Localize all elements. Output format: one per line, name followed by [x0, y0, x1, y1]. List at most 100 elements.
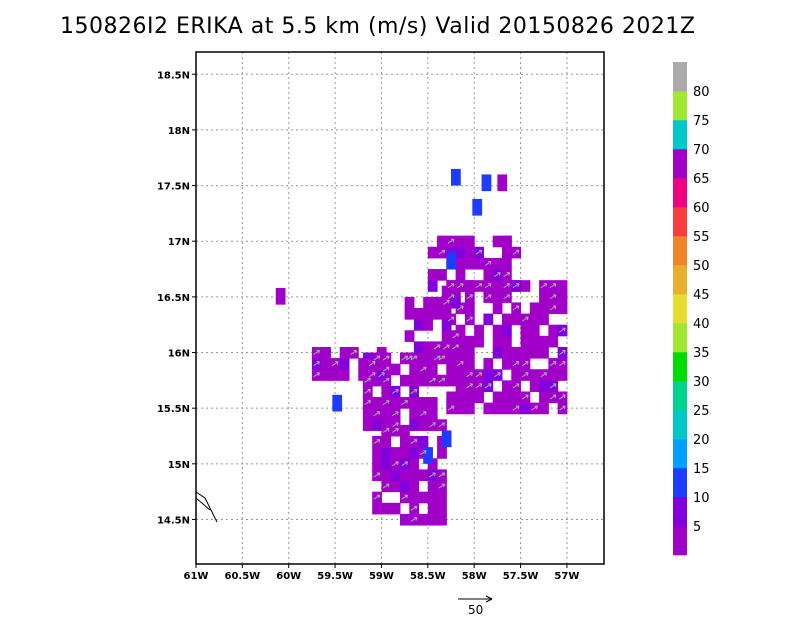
wind-cell	[520, 346, 531, 359]
wind-cell	[474, 257, 484, 270]
colorbar-label: 15	[693, 462, 710, 477]
wind-cell	[339, 358, 350, 370]
wind-cell	[381, 385, 392, 398]
wind-cell	[520, 335, 531, 348]
colorbar-label: 35	[693, 346, 710, 361]
plot-frame	[195, 51, 605, 565]
wind-cell	[511, 313, 522, 326]
wind-cell	[502, 257, 512, 270]
wind-cell	[511, 346, 522, 359]
wind-cell	[441, 430, 452, 448]
wind-cell	[390, 502, 401, 515]
wind-cell	[400, 374, 410, 387]
wind-vector	[401, 355, 409, 361]
wind-cell	[539, 313, 549, 326]
wind-vector	[331, 361, 339, 367]
wind-vector	[401, 461, 409, 467]
wind-vector	[401, 494, 409, 500]
x-tick-label: 59.5W	[317, 571, 353, 582]
wind-vector	[558, 361, 566, 367]
wind-cell	[492, 257, 503, 270]
colorbar-swatch	[673, 526, 687, 556]
colorbar-swatch	[673, 352, 687, 382]
wind-vector	[429, 422, 436, 428]
wind-vector	[378, 372, 385, 378]
colorbar-swatch	[673, 468, 687, 498]
wind-cell	[492, 335, 503, 348]
colorbar-label: 65	[693, 172, 710, 187]
wind-vector	[368, 361, 376, 367]
wind-cell	[548, 324, 559, 337]
wind-vector	[521, 372, 529, 378]
wind-vector	[410, 505, 418, 511]
colorbar-label: 30	[693, 375, 710, 390]
wind-cell	[539, 302, 549, 315]
wind-cell	[409, 408, 420, 420]
x-tick-label: 57W	[554, 571, 579, 582]
wind-cell	[330, 369, 341, 381]
x-tick-label: 60W	[276, 571, 301, 582]
wind-cell	[432, 296, 443, 309]
wind-cell	[400, 469, 410, 482]
wind-cell	[481, 174, 492, 192]
wind-cell	[427, 280, 438, 292]
wind-vector	[419, 411, 427, 417]
wind-cell	[423, 447, 433, 464]
wind-cell	[483, 358, 494, 370]
wind-cell	[372, 447, 382, 459]
wind-cell	[427, 502, 438, 515]
wind-cell	[427, 458, 438, 470]
wind-vector	[549, 283, 557, 289]
y-tick-label: 14.5N	[157, 515, 190, 526]
wind-vector	[438, 472, 446, 478]
wind-cell	[432, 308, 443, 320]
wind-cell	[455, 257, 466, 270]
wind-vector	[558, 405, 566, 411]
colorbar-label: 10	[693, 491, 710, 506]
wind-vector	[484, 294, 492, 300]
wind-cell	[497, 174, 508, 192]
wind-cell	[539, 380, 549, 392]
wind-cell	[502, 358, 512, 370]
wind-vector	[456, 283, 464, 289]
wind-cell	[358, 369, 369, 381]
wind-cell	[539, 346, 549, 359]
wind-cell	[455, 380, 466, 392]
wind-cell	[390, 363, 401, 376]
wind-vector	[549, 294, 557, 300]
wind-vector	[364, 388, 372, 394]
colorbar-swatch	[673, 265, 687, 295]
wind-cell	[472, 198, 483, 216]
wind-vector	[429, 377, 436, 383]
wind-cell	[464, 358, 475, 370]
wind-cell	[409, 397, 420, 409]
wind-cell	[381, 502, 392, 515]
wind-cell	[437, 491, 447, 504]
wind-cell	[339, 346, 350, 359]
wind-cell	[557, 291, 568, 303]
wind-vector	[368, 372, 376, 378]
wind-cell	[381, 436, 392, 448]
wind-vector	[531, 405, 538, 411]
wind-vector	[447, 316, 455, 322]
wind-vector	[456, 361, 464, 367]
wind-vector	[540, 372, 548, 378]
wind-cell	[455, 402, 466, 415]
wind-vector	[494, 272, 501, 278]
wind-cell	[529, 380, 540, 392]
wind-cell	[464, 346, 475, 359]
wind-cell	[427, 491, 438, 504]
colorbar-swatch	[673, 323, 687, 353]
wind-cell	[409, 491, 420, 504]
wind-cell	[418, 397, 429, 409]
wind-cell	[400, 436, 410, 448]
wind-cell	[492, 324, 503, 337]
wind-vector	[410, 439, 418, 444]
wind-cell	[390, 397, 401, 409]
x-axis-ticks: 61W 60.5W 60W 59.5W 59W 58.5W 58W 57.5W 57W	[184, 564, 579, 582]
chart-title: 150826I2 ERIKA at 5.5 km (m/s) Valid 201…	[60, 14, 696, 39]
wind-cell	[400, 480, 410, 493]
wind-cell	[483, 402, 494, 415]
wind-cell	[464, 280, 475, 292]
wind-vector	[466, 372, 474, 378]
